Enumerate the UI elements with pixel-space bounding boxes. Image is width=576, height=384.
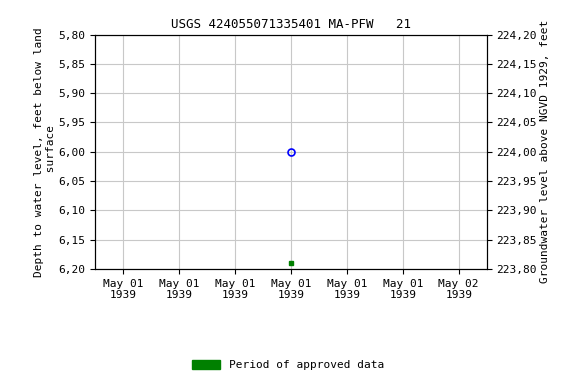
Y-axis label: Groundwater level above NGVD 1929, feet: Groundwater level above NGVD 1929, feet [540,20,550,283]
Y-axis label: Depth to water level, feet below land
 surface: Depth to water level, feet below land su… [34,27,55,276]
Legend: Period of approved data: Period of approved data [188,356,388,375]
Title: USGS 424055071335401 MA-PFW   21: USGS 424055071335401 MA-PFW 21 [171,18,411,31]
